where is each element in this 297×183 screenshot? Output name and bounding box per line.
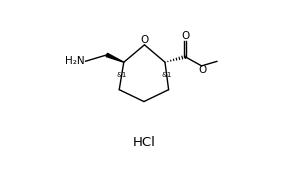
Text: O: O bbox=[140, 35, 148, 45]
Text: &1: &1 bbox=[117, 72, 127, 78]
Polygon shape bbox=[106, 53, 124, 62]
Text: &1: &1 bbox=[162, 72, 172, 78]
Text: O: O bbox=[181, 31, 189, 41]
Text: H₂N: H₂N bbox=[65, 56, 84, 66]
Text: HCl: HCl bbox=[133, 136, 156, 149]
Text: O: O bbox=[199, 65, 207, 75]
